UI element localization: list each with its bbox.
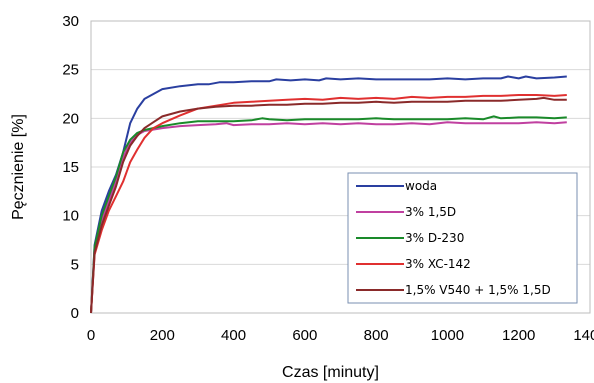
series-line-1: [90, 75, 567, 314]
x-tick-label: 800: [364, 327, 389, 344]
y-axis: 0 5 10 15 20 25 30: [62, 13, 79, 322]
y-axis-title: Pęcznienie [%]: [10, 114, 27, 220]
series-line-3: [90, 115, 567, 314]
legend: woda 3% 1,5D 3% D-230 3% XC-142 1,5% V540 + …: [347, 172, 578, 304]
legend-label: woda: [405, 179, 437, 193]
y-tick-label: 20: [62, 110, 79, 127]
y-tick-label: 25: [62, 62, 79, 79]
legend-item: 1,5% V540 + 1,5% 1,5D: [356, 283, 551, 297]
y-tick-label: 0: [71, 305, 79, 322]
legend-label: 3% 1,5D: [405, 205, 456, 219]
legend-label: 3% XC-142: [405, 257, 471, 271]
x-axis-title: Czas [minuty]: [282, 364, 379, 381]
plot-area: [90, 20, 591, 314]
y-tick-label: 15: [62, 159, 79, 176]
legend-item: 3% 1,5D: [356, 205, 456, 219]
x-tick-label: 400: [221, 327, 246, 344]
series: [90, 75, 567, 314]
x-tick-label: 1400: [573, 327, 594, 344]
x-tick-label: 0: [87, 327, 95, 344]
series-line-2: [90, 121, 567, 314]
y-tick-label: 30: [62, 13, 79, 30]
legend-item: 3% D-230: [356, 231, 464, 245]
legend-item: woda: [356, 179, 437, 193]
x-tick-label: 1200: [502, 327, 535, 344]
series-line-4: [90, 94, 567, 314]
x-tick-label: 600: [292, 327, 317, 344]
x-axis: 0 200 400 600 800 1000 1200 1400: [87, 327, 594, 344]
legend-label: 1,5% V540 + 1,5% 1,5D: [405, 283, 551, 297]
y-tick-label: 5: [71, 256, 79, 273]
x-tick-label: 200: [150, 327, 175, 344]
x-tick-label: 1000: [431, 327, 464, 344]
series-line-5: [90, 96, 567, 314]
legend-label: 3% D-230: [405, 231, 464, 245]
y-tick-label: 10: [62, 208, 79, 225]
legend-item: 3% XC-142: [356, 257, 471, 271]
